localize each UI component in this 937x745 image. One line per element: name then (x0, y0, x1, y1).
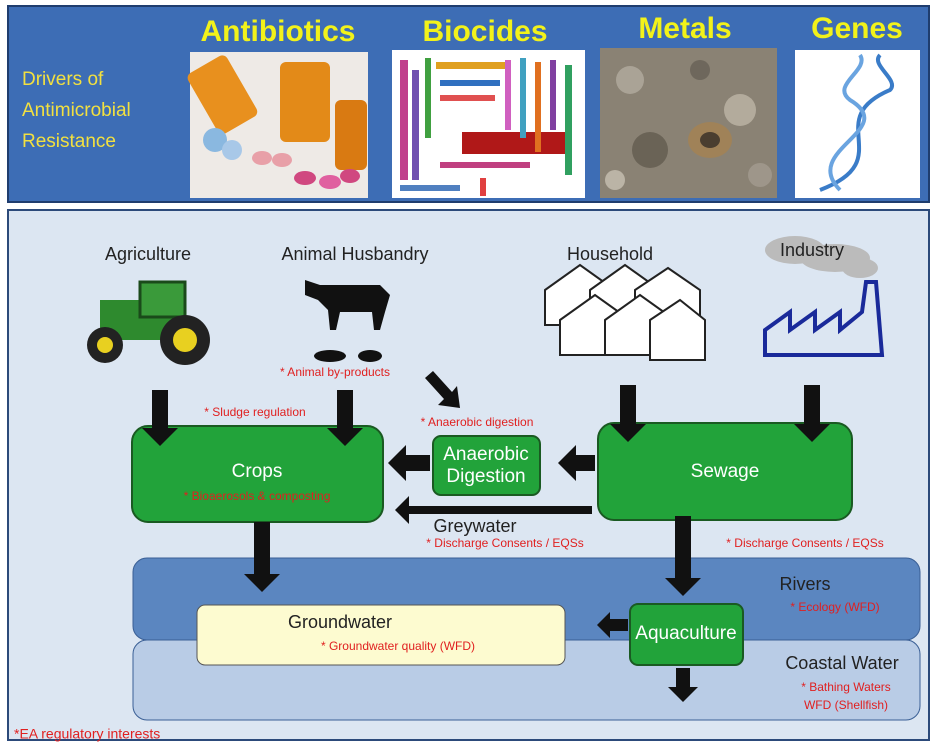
houses-icon (545, 265, 705, 360)
source-label: Agriculture (105, 244, 191, 264)
driver-title: Metals (638, 12, 731, 45)
crops-label: Crops (232, 461, 283, 482)
groundwater-label: Groundwater (288, 612, 392, 632)
source-label: Industry (780, 240, 844, 260)
note: * Discharge Consents / EQSs (426, 536, 583, 550)
note: * Ecology (WFD) (790, 600, 879, 614)
aquaculture-label: Aquaculture (635, 623, 736, 644)
note: WFD (Shellfish) (804, 698, 888, 712)
banner-subtitle: Antimicrobial (22, 100, 131, 121)
coastal-label: Coastal Water (785, 653, 898, 673)
note: * Sludge regulation (204, 405, 305, 419)
source-label: Animal Husbandry (281, 244, 428, 264)
note: * Anaerobic digestion (421, 415, 534, 429)
driver-title: Biocides (422, 15, 547, 48)
antibiotics-image (185, 52, 368, 198)
banner-subtitle: Resistance (22, 131, 116, 152)
footnote: *EA regulatory interests (14, 726, 160, 742)
sewage-label: Sewage (691, 461, 760, 482)
genes-image (795, 50, 920, 198)
rivers-label: Rivers (779, 574, 830, 594)
note: * Groundwater quality (WFD) (321, 639, 475, 653)
source-label: Household (567, 244, 653, 264)
note: * Bathing Waters (801, 680, 891, 694)
anaerobic-label: Digestion (446, 466, 525, 487)
diagram: Drivers of Antimicrobial Resistance Anti… (0, 0, 937, 745)
driver-title: Antibiotics (201, 15, 356, 48)
greywater-label: Greywater (433, 516, 516, 536)
note: * Bioaerosols & composting (184, 489, 331, 503)
note: * Animal by-products (280, 365, 390, 379)
driver-title: Genes (811, 12, 903, 45)
banner-subtitle: Drivers of (22, 69, 104, 90)
biocides-image (392, 50, 585, 198)
note: * Discharge Consents / EQSs (726, 536, 883, 550)
metals-image (600, 48, 777, 198)
anaerobic-label: Anaerobic (443, 444, 529, 465)
